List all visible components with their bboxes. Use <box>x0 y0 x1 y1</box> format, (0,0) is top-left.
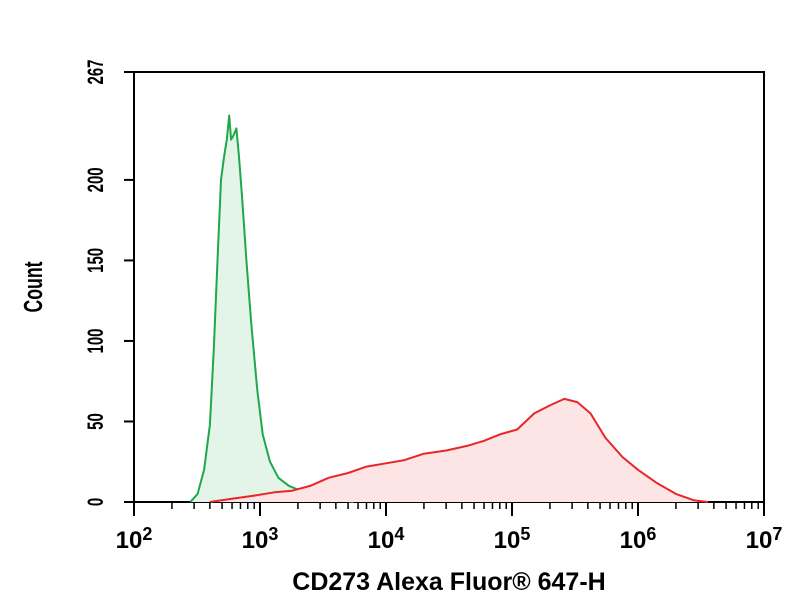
x-tick-label: 104 <box>368 524 405 554</box>
y-tick-label: 267 <box>83 60 108 85</box>
series-2-line <box>209 397 709 503</box>
y-tick-label: 150 <box>83 248 108 273</box>
x-tick-label: 102 <box>116 524 153 554</box>
series-2-fill <box>209 398 709 502</box>
x-tick-label: 103 <box>242 524 279 554</box>
x-tick-label: 105 <box>494 524 531 554</box>
y-tick-label: 0 <box>83 498 108 506</box>
plot-area: 0 50 100 150 200 267 102 103 104 105 106 107 <box>83 60 782 554</box>
x-tick-label: 106 <box>620 524 657 554</box>
y-tick-label: 100 <box>83 329 108 354</box>
y-axis-ticks: 0 50 100 150 200 267 <box>83 60 134 506</box>
y-tick-label: 50 <box>83 413 108 430</box>
x-axis-title: CD273 Alexa Fluor® 647-H <box>292 568 605 596</box>
x-tick-label: 107 <box>746 524 783 554</box>
series-layer <box>189 114 709 503</box>
y-tick-label: 200 <box>83 167 108 192</box>
y-axis-title: Count <box>19 261 48 313</box>
series-1-fill <box>190 115 354 502</box>
x-axis-ticks: 102 103 104 105 106 107 <box>116 502 783 554</box>
